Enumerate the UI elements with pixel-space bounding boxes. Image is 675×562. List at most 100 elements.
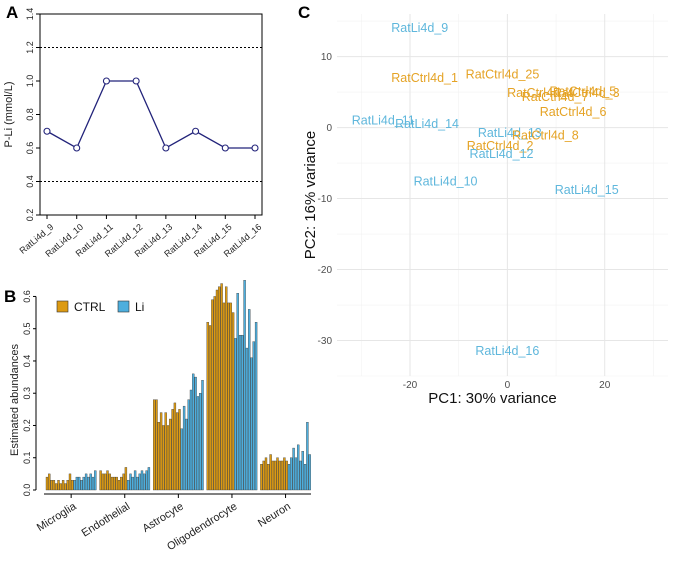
chart-c-ytick-label: -10 bbox=[318, 194, 333, 205]
chart-b-bar-ctrl bbox=[106, 470, 109, 491]
chart-a-point bbox=[221, 144, 229, 152]
panel-a-label: A bbox=[6, 3, 18, 22]
chart-b-bar-li bbox=[245, 347, 249, 491]
chart-c-ytick-label: -30 bbox=[318, 336, 333, 347]
chart-b-bar-li bbox=[133, 470, 137, 491]
chart-b-bar-ctrl bbox=[285, 460, 288, 491]
chart-b-bar-li bbox=[136, 476, 139, 491]
chart-b-bar-ctrl bbox=[164, 412, 167, 491]
chart-b-bar-ctrl bbox=[206, 322, 209, 491]
chart-b-bar-ctrl bbox=[220, 283, 223, 491]
chart-b-bar-li bbox=[248, 309, 251, 491]
chart-b-bar-ctrl bbox=[110, 476, 114, 491]
chart-b-ytick-label: 0.5 bbox=[22, 322, 32, 335]
chart-b-xtick-label: Astrocyte bbox=[141, 500, 186, 534]
chart-c-point-label: RatCtrl4d_1 bbox=[391, 71, 458, 85]
chart-c-point-label: RatLi4d_13 bbox=[478, 126, 542, 140]
panel-b-label: B bbox=[4, 287, 16, 306]
chart-b-bar-ctrl bbox=[71, 480, 74, 491]
chart-c-point-label: RatCtrl4d_6 bbox=[540, 105, 607, 119]
chart-a-point bbox=[132, 77, 140, 85]
chart-c-point-label: RatCtrl4d_2 bbox=[467, 139, 534, 153]
chart-b-bar-li bbox=[301, 451, 304, 491]
chart-b-ytick-label: 0.2 bbox=[22, 419, 32, 432]
chart-b-bar-li bbox=[238, 334, 242, 491]
chart-c-point-label: RatLi4d_16 bbox=[475, 344, 539, 358]
chart-b-bar-ctrl bbox=[231, 312, 235, 491]
chart-b-bar-ctrl bbox=[108, 473, 111, 491]
chart-b-bar-ctrl bbox=[117, 480, 121, 491]
chart-b-bar-ctrl bbox=[262, 460, 265, 491]
chart-b-bar-ctrl bbox=[280, 460, 284, 491]
chart-a-ytick-label: 0.8 bbox=[25, 108, 35, 121]
chart-b-bar-ctrl bbox=[215, 289, 219, 491]
chart-b-bar-ctrl bbox=[64, 483, 67, 491]
chart-a-point bbox=[251, 144, 259, 152]
chart-b-bar-ctrl bbox=[173, 402, 177, 491]
chart-b-bar-ctrl bbox=[124, 467, 128, 491]
chart-c-ytick-label: 0 bbox=[326, 123, 332, 134]
chart-a-point bbox=[43, 127, 51, 135]
chart-b-bar-ctrl bbox=[169, 418, 172, 491]
chart-b-bar-ctrl bbox=[227, 302, 230, 491]
chart-b-bar-ctrl bbox=[218, 286, 221, 491]
chart-b-bar-ctrl bbox=[45, 476, 49, 491]
chart-b-bar-ctrl bbox=[178, 409, 181, 491]
chart-b-bar-ctrl bbox=[153, 399, 156, 491]
chart-b-bar-li bbox=[182, 405, 186, 491]
chart-c-point-label: RatCtrl4d_4 bbox=[507, 86, 574, 100]
chart-b-bar-ctrl bbox=[269, 454, 272, 491]
chart-b-bar-ctrl bbox=[155, 399, 158, 491]
chart-b-bar-ctrl bbox=[61, 480, 65, 491]
chart-c-xtick-label: -20 bbox=[403, 380, 418, 391]
chart-b-bar-li bbox=[91, 476, 95, 491]
chart-b-bar-ctrl bbox=[278, 460, 281, 491]
chart-b-bar-li bbox=[138, 473, 141, 491]
chart-b-bar-ctrl bbox=[50, 480, 53, 491]
chart-b-bar-ctrl bbox=[99, 470, 102, 491]
chart-b-bar-li bbox=[78, 476, 81, 491]
chart-b-legend-li-swatch bbox=[117, 300, 130, 313]
chart-a-ytick-label: 1.0 bbox=[25, 75, 35, 88]
chart-b-bar-li bbox=[89, 473, 92, 491]
chart-b-bar-li bbox=[308, 454, 311, 491]
chart-b-bar-ctrl bbox=[104, 473, 107, 491]
chart-b-bar-li bbox=[254, 322, 258, 491]
chart-c-ylabel: PC2: 16% variance bbox=[302, 131, 319, 259]
chart-b-bar-li bbox=[292, 447, 295, 491]
chart-b-ytick-label: 0.4 bbox=[22, 355, 32, 368]
chart-b-bar-ctrl bbox=[48, 473, 51, 491]
chart-b-bar-ctrl bbox=[68, 473, 72, 491]
chart-b-bar-ctrl bbox=[101, 473, 105, 491]
chart-b-legend-ctrl: CTRL bbox=[74, 300, 106, 314]
chart-b-bar-li bbox=[243, 280, 246, 491]
chart-b-bar-li bbox=[185, 418, 188, 491]
chart-b-ylabel: Estimated abundances bbox=[9, 344, 21, 456]
chart-b-bar-ctrl bbox=[260, 464, 263, 491]
chart-b-bar-ctrl bbox=[274, 460, 277, 491]
chart-b-bar-li bbox=[194, 376, 197, 491]
chart-b-bar-li bbox=[192, 373, 195, 491]
chart-c-plot-area bbox=[337, 14, 668, 376]
chart-c-point-label: RatLi4d_12 bbox=[470, 147, 534, 161]
chart-c-point-label: RatCtrl4d_5 bbox=[549, 84, 616, 98]
chart-b-bar-li bbox=[252, 341, 255, 491]
chart-b-bar-ctrl bbox=[166, 425, 170, 491]
chart-c-ytick-label: -20 bbox=[318, 265, 333, 276]
chart-b-bar-ctrl bbox=[162, 425, 165, 491]
chart-c-point-label: RatLi4d_11 bbox=[352, 113, 415, 127]
chart-a-point bbox=[192, 127, 200, 135]
chart-b-ytick-label: 0.1 bbox=[22, 451, 32, 464]
chart-b-bar-li bbox=[306, 422, 309, 491]
chart-b-xtick-label: Neuron bbox=[256, 500, 293, 529]
chart-b-bar-ctrl bbox=[208, 325, 212, 491]
chart-b-bar-li bbox=[303, 464, 307, 491]
chart-b-bar-li bbox=[189, 389, 193, 491]
chart-b-bar-li bbox=[143, 473, 146, 491]
chart-c-xtick-label: 20 bbox=[599, 380, 611, 391]
chart-c-point-label: RatLi4d_14 bbox=[395, 117, 459, 131]
chart-a-ytick-label: 0.4 bbox=[25, 175, 35, 188]
chart-b-bar-li bbox=[82, 476, 85, 491]
chart-b-bar-ctrl bbox=[52, 480, 56, 491]
